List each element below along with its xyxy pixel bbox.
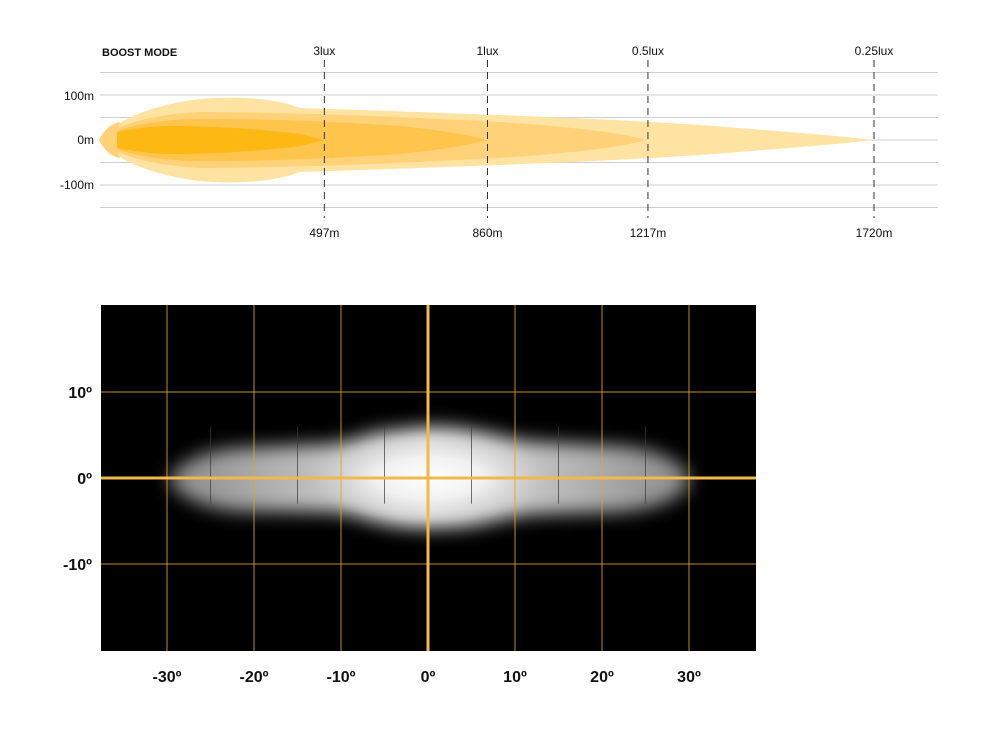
lux-distance-markers: 3lux 497m 1lux 860m 0.5lux 1217m 0.25lux 1720m <box>309 44 893 240</box>
y-tick-label: 0º <box>77 471 92 488</box>
boost-mode-beam-chart: BOOST MODE 100m 0m -100m 3lux 497m 1lux 860… <box>60 44 938 240</box>
x-tick-label: -20º <box>240 669 269 686</box>
distance-label: 860m <box>472 226 502 240</box>
x-tick-label: 20º <box>590 669 614 686</box>
x-tick-label: -30º <box>153 669 182 686</box>
lamp-source-icon <box>99 122 120 158</box>
y-tick-label-0m: 0m <box>77 133 94 147</box>
x-tick-label: 10º <box>503 669 527 686</box>
beam-pattern-heatmap: -30º -20º -10º 0º 10º 20º 30º 10º 0º -10º <box>63 305 756 686</box>
y-tick-label: -10º <box>63 557 92 574</box>
lux-label: 0.5lux <box>632 44 664 58</box>
distance-label: 1217m <box>630 226 667 240</box>
lux-label: 3lux <box>313 44 335 58</box>
distance-label: 1720m <box>856 226 893 240</box>
lux-label: 0.25lux <box>855 44 894 58</box>
lux-label: 1lux <box>476 44 498 58</box>
x-tick-label: 0º <box>421 669 436 686</box>
y-tick-label: 10º <box>68 385 92 402</box>
y-tick-label-100m: 100m <box>64 89 94 103</box>
beam-distance-bands <box>99 97 873 183</box>
x-tick-label: -10º <box>327 669 356 686</box>
y-tick-label-minus-100m: -100m <box>60 178 94 192</box>
beam-band-3lux <box>103 126 324 154</box>
beam-axis-labels: BOOST MODE 100m 0m -100m <box>60 47 177 192</box>
beam-fine-gridlines <box>210 426 646 504</box>
heatmap-axis-labels: -30º -20º -10º 0º 10º 20º 30º 10º 0º -10º <box>63 385 701 686</box>
distance-label: 497m <box>309 226 339 240</box>
chart-title: BOOST MODE <box>102 47 177 59</box>
heatmap-zero-axes <box>101 305 756 651</box>
x-tick-label: 30º <box>677 669 701 686</box>
